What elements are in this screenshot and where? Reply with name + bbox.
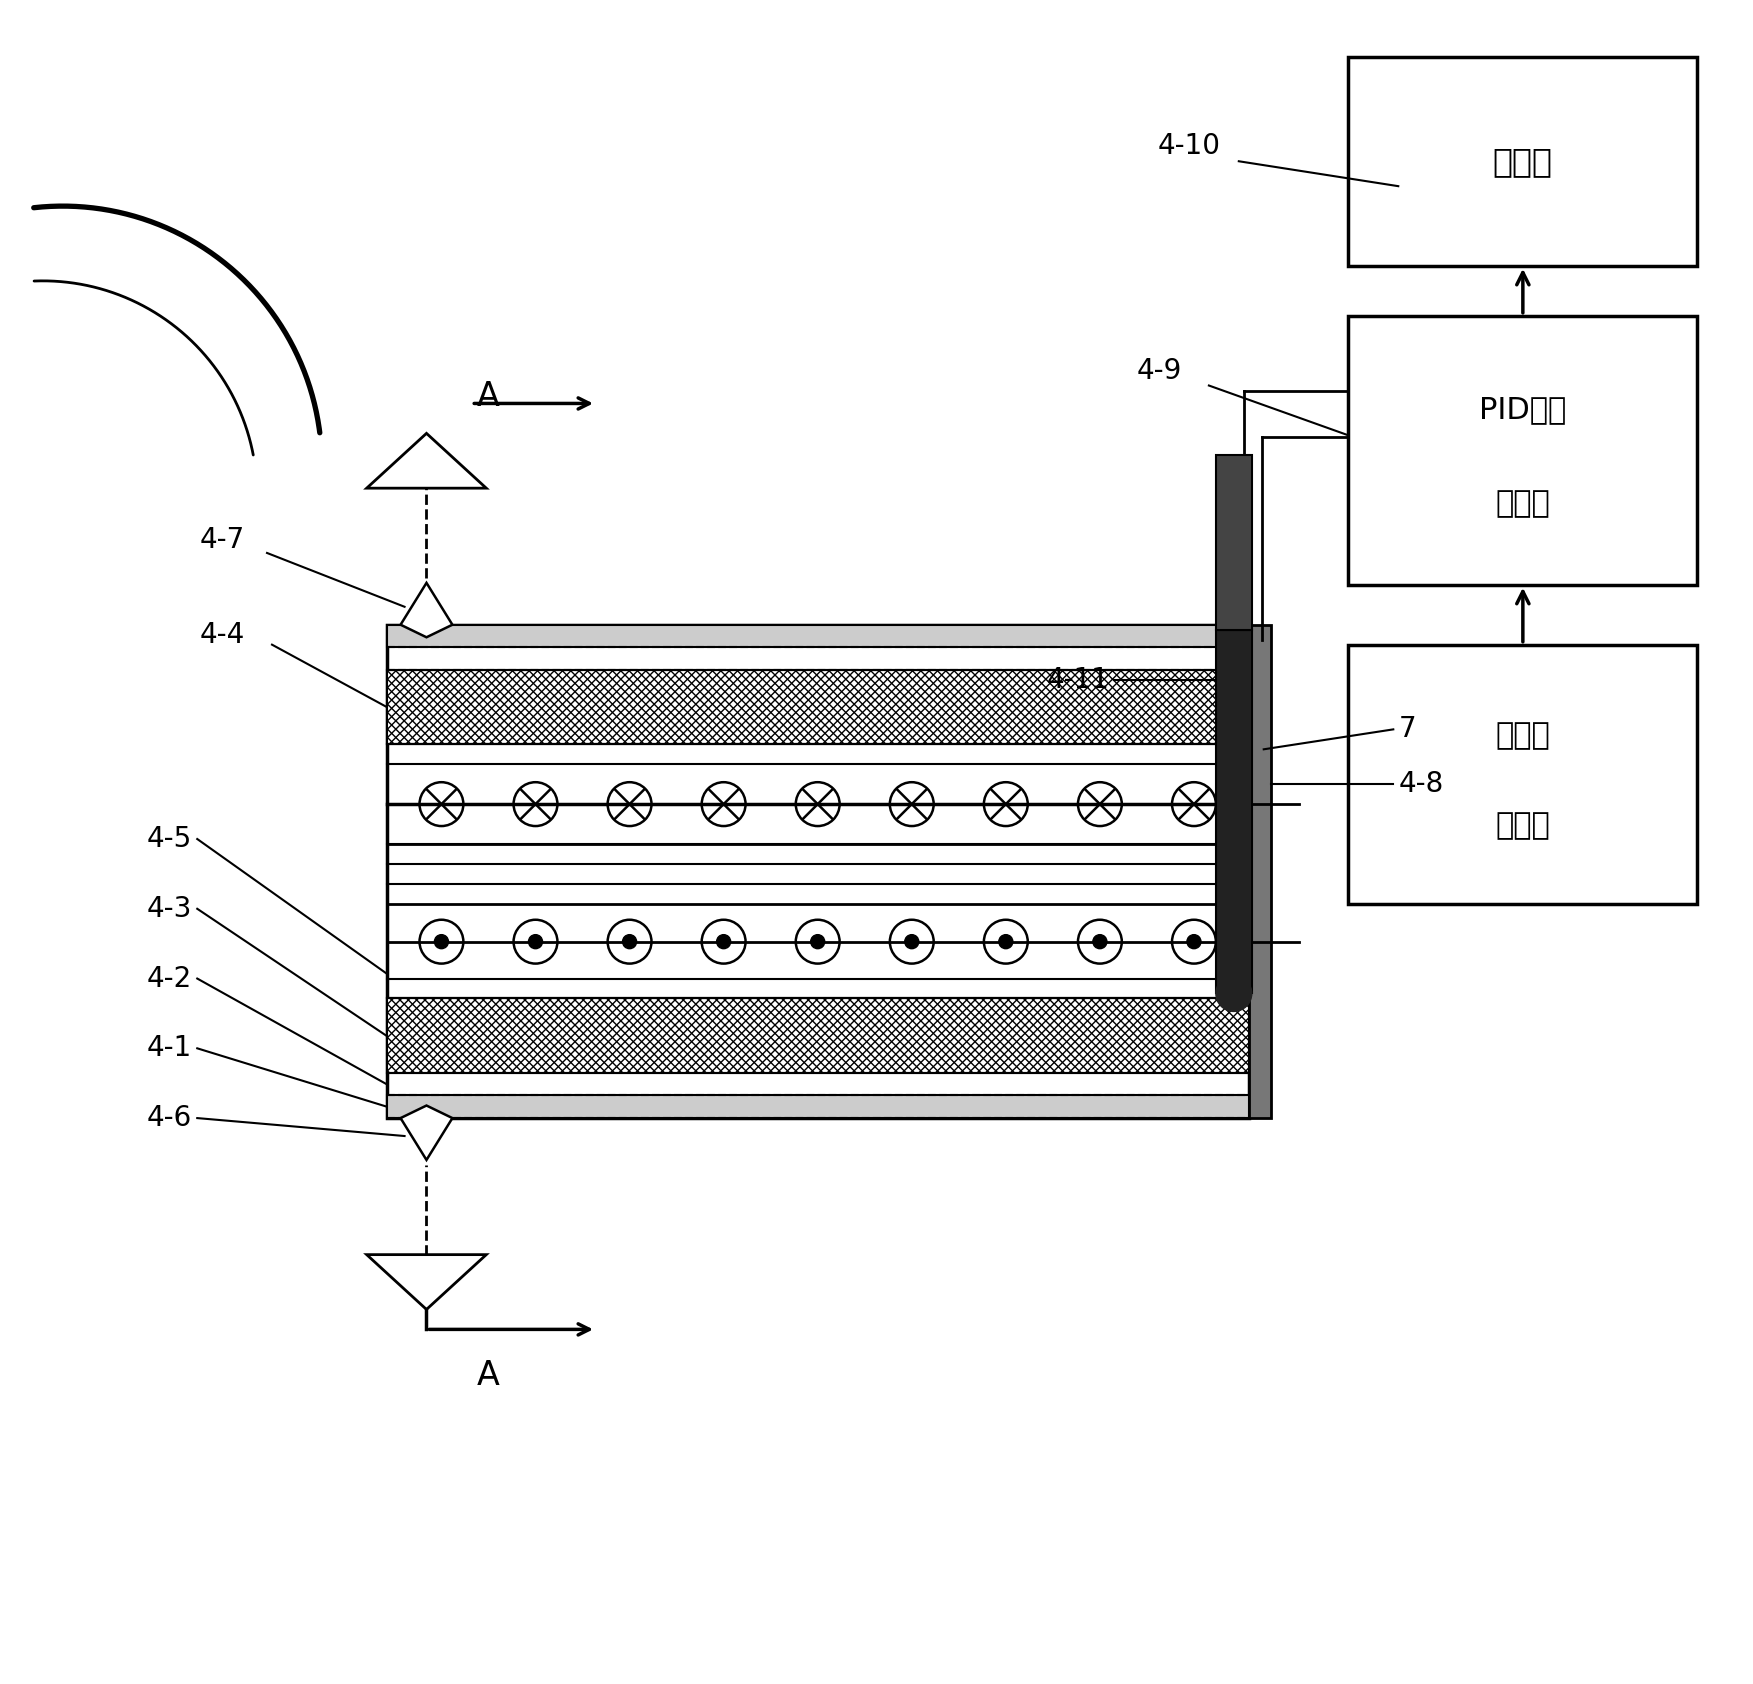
- Text: 4-7: 4-7: [200, 525, 245, 554]
- Text: 4-1: 4-1: [147, 1034, 193, 1063]
- Bar: [387, 625, 1248, 1118]
- Text: A: A: [477, 1359, 500, 1393]
- Circle shape: [435, 935, 449, 948]
- Text: 4-6: 4-6: [147, 1105, 193, 1132]
- Circle shape: [1092, 935, 1106, 948]
- Text: 温度设: 温度设: [1495, 721, 1550, 749]
- Bar: [387, 999, 1248, 1073]
- Text: 4-8: 4-8: [1399, 770, 1443, 798]
- Text: 4-4: 4-4: [200, 621, 245, 648]
- Bar: [1348, 315, 1697, 584]
- Bar: [1348, 645, 1697, 904]
- Bar: [387, 670, 1248, 744]
- Text: PID温度: PID温度: [1480, 396, 1567, 424]
- Bar: [1348, 57, 1697, 266]
- Circle shape: [528, 935, 542, 948]
- Text: A: A: [477, 381, 500, 413]
- Circle shape: [999, 935, 1013, 948]
- Text: 4-10: 4-10: [1157, 133, 1220, 160]
- Bar: [387, 670, 1248, 744]
- Text: 4-5: 4-5: [147, 825, 193, 854]
- Text: 7: 7: [1399, 716, 1416, 743]
- Circle shape: [810, 935, 824, 948]
- Bar: [387, 1095, 1248, 1118]
- Bar: [1248, 625, 1271, 1118]
- Bar: [387, 625, 1248, 647]
- Circle shape: [1187, 935, 1201, 948]
- Text: 4-2: 4-2: [147, 965, 193, 992]
- Bar: [1217, 455, 1252, 630]
- Circle shape: [905, 935, 919, 948]
- Text: 显示屏: 显示屏: [1494, 145, 1553, 179]
- Polygon shape: [401, 583, 452, 637]
- Polygon shape: [366, 433, 486, 488]
- Text: 控制仪: 控制仪: [1495, 490, 1550, 519]
- Text: 4-9: 4-9: [1136, 357, 1182, 384]
- Bar: [1217, 630, 1252, 994]
- Text: 4-11: 4-11: [1047, 665, 1110, 694]
- Circle shape: [717, 935, 731, 948]
- Polygon shape: [401, 1105, 452, 1160]
- Polygon shape: [366, 1255, 486, 1310]
- Bar: [387, 999, 1248, 1073]
- Text: 定装置: 定装置: [1495, 812, 1550, 840]
- Text: 4-3: 4-3: [147, 894, 193, 923]
- Circle shape: [622, 935, 636, 948]
- Circle shape: [1217, 975, 1252, 1012]
